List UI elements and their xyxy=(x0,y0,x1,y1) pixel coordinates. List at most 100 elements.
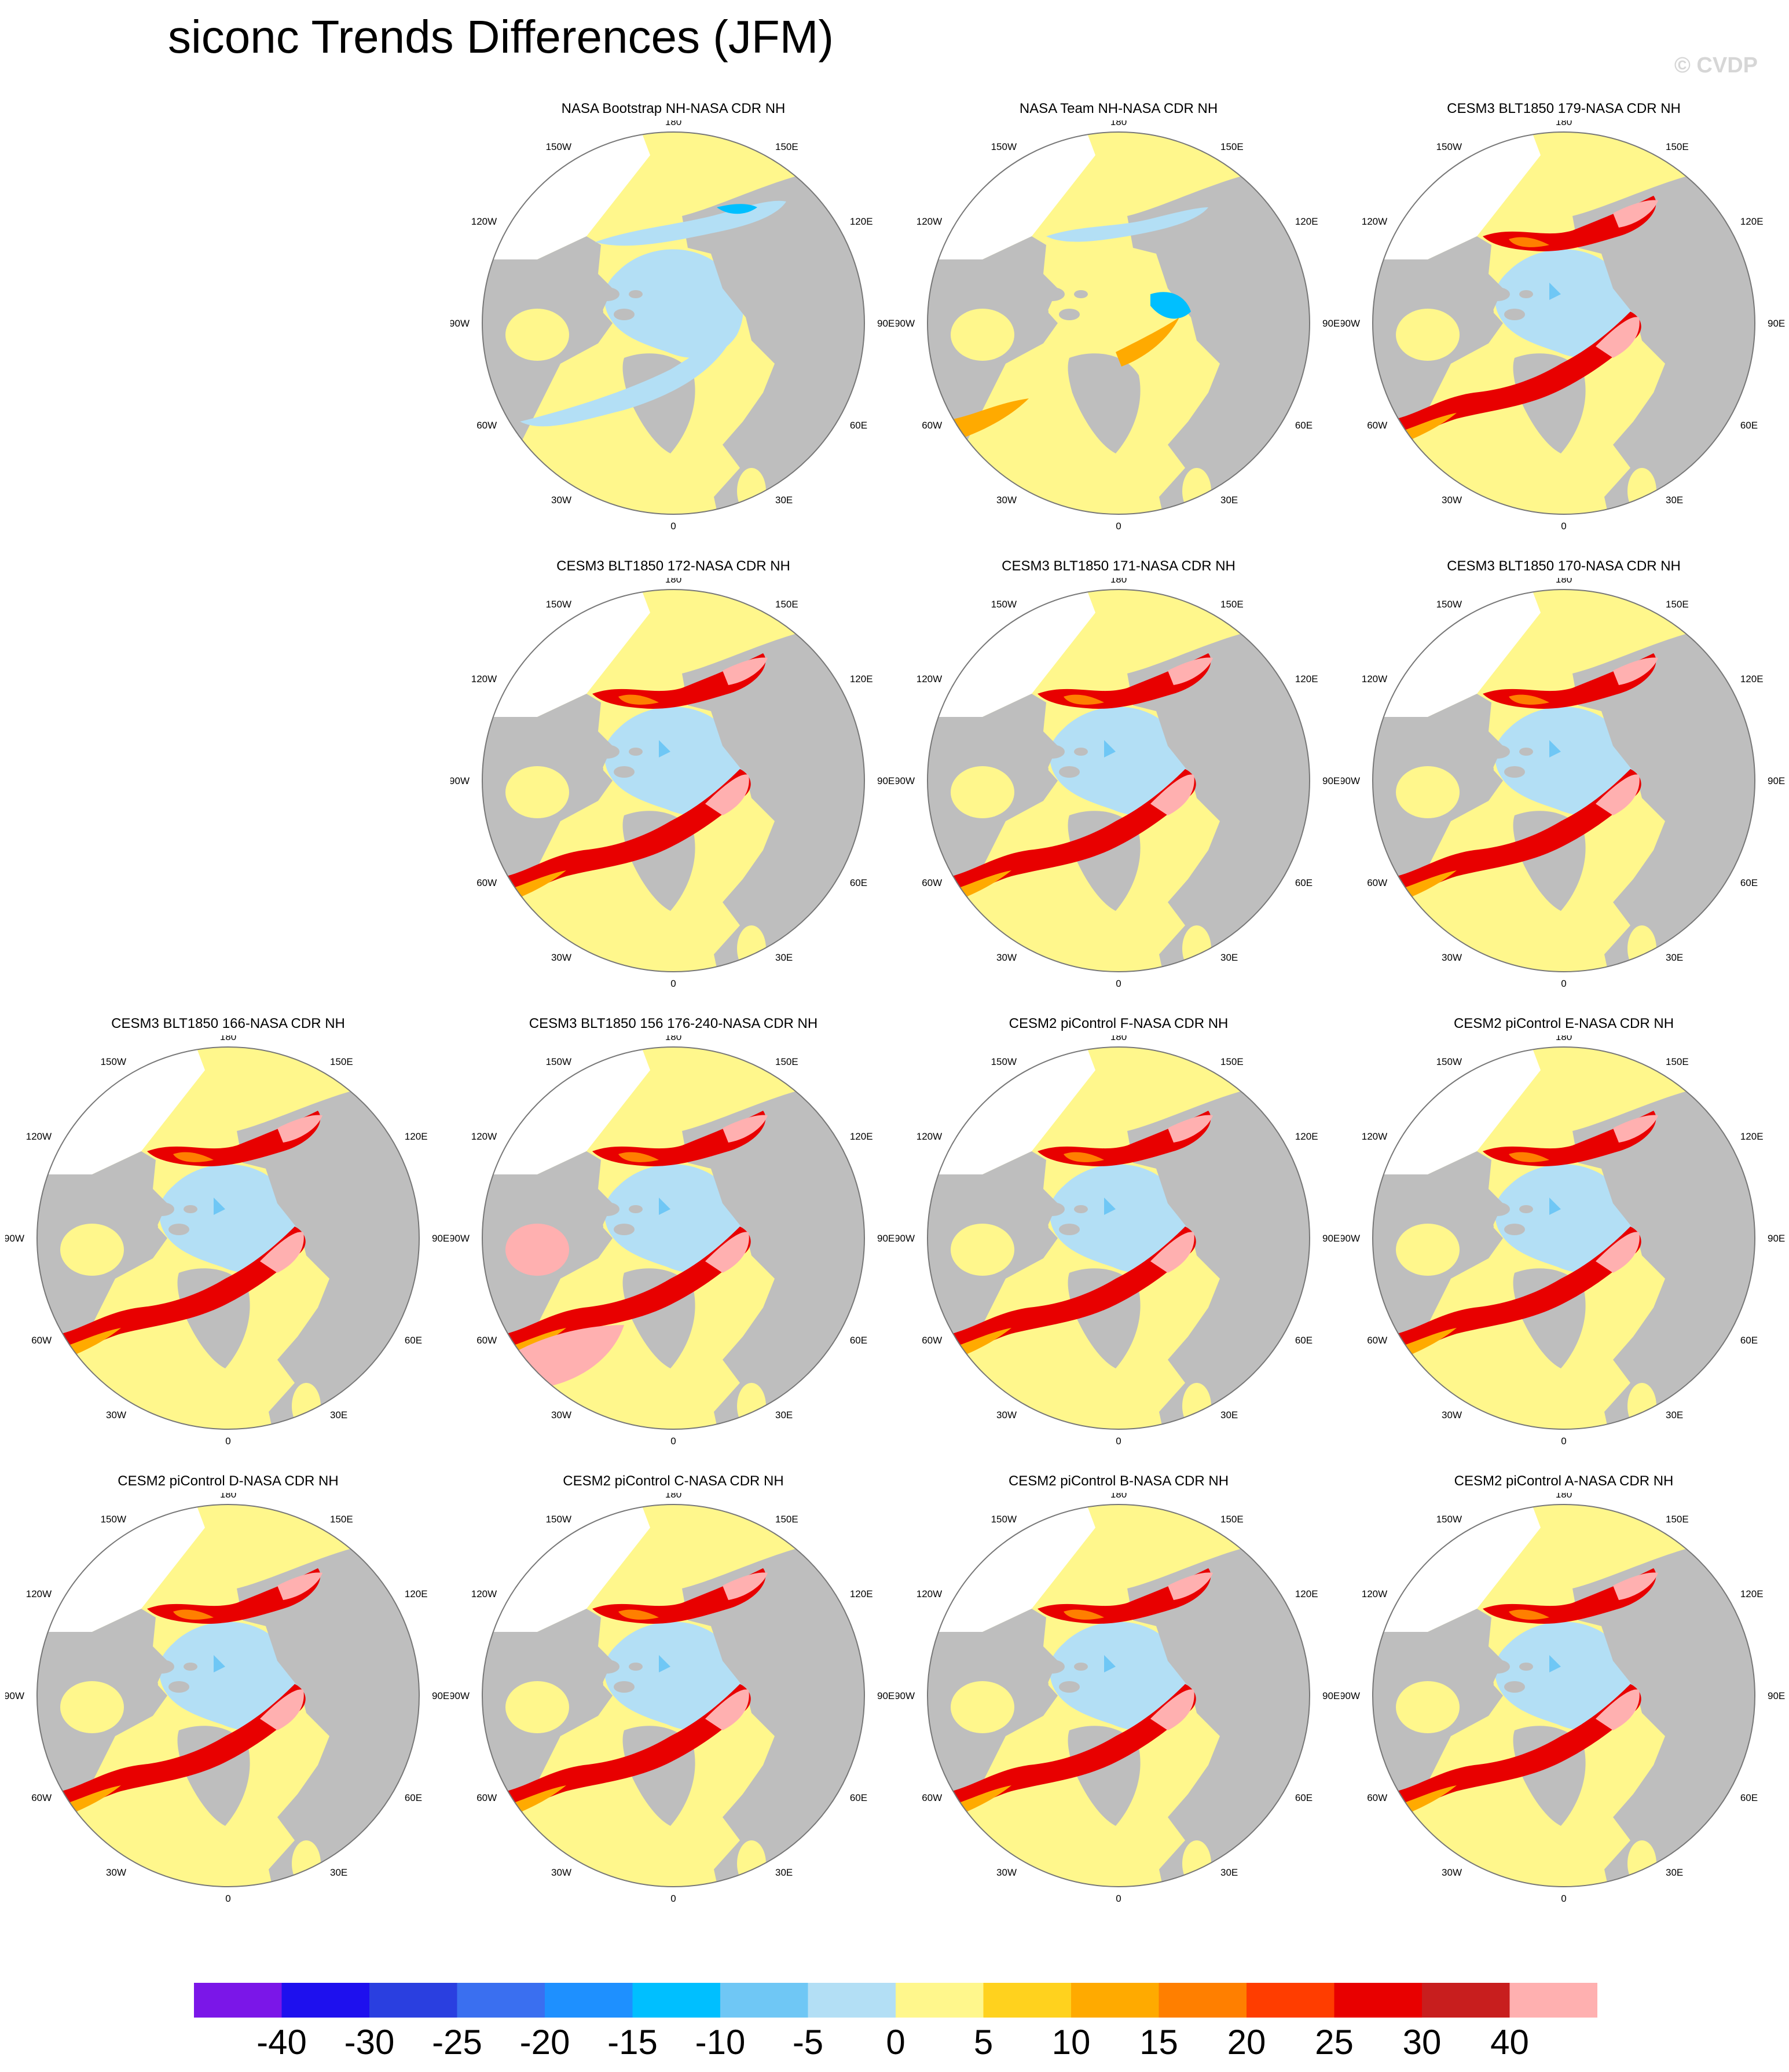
hudson-bay xyxy=(951,309,1014,361)
lon-label-120E: 120E xyxy=(850,1131,873,1142)
lon-label-60E: 60E xyxy=(850,420,867,431)
atlantic-trend-band xyxy=(485,1684,751,1823)
lon-label-60W: 60W xyxy=(476,1792,497,1803)
arctic-basin xyxy=(1049,706,1189,815)
lon-label-30W: 30W xyxy=(1442,952,1462,963)
colorbar-swatch xyxy=(1159,1983,1247,2018)
lon-label-60E: 60E xyxy=(1740,420,1758,431)
lon-label-90E: 90E xyxy=(877,1690,894,1701)
panel-title: CESM3 BLT1850 172-NASA CDR NH xyxy=(556,558,790,574)
lon-label-90E: 90E xyxy=(1768,318,1785,329)
lon-label-120E: 120E xyxy=(850,1588,873,1599)
polar-map: 180 0 150W 150E 120W 120E 90W 90E 60W 60E 30W 30E xyxy=(896,1035,1340,1447)
lon-label-120W: 120W xyxy=(471,1131,497,1142)
colorbar-tick-label: -30 xyxy=(344,2023,395,2062)
lon-label-120W: 120W xyxy=(917,1131,942,1142)
panel-title: NASA Team NH-NASA CDR NH xyxy=(1019,101,1218,116)
hudson-bay xyxy=(951,1681,1014,1733)
lon-label-90E: 90E xyxy=(1768,775,1785,786)
colorbar-swatch xyxy=(720,1983,808,2018)
map-border xyxy=(1372,1504,1755,1887)
map-field xyxy=(1373,132,1755,514)
lon-label-30E: 30E xyxy=(775,495,793,506)
lon-label-60E: 60E xyxy=(1740,877,1758,888)
lon-label-150W: 150W xyxy=(991,1056,1017,1067)
map-border xyxy=(927,1046,1310,1430)
map-field xyxy=(1373,1504,1755,1887)
lon-label-60E: 60E xyxy=(850,1335,867,1346)
lon-label-30E: 30E xyxy=(1220,952,1238,963)
pacific-trend-band xyxy=(147,1111,321,1166)
lon-label-150E: 150E xyxy=(775,141,798,152)
lon-label-120W: 120W xyxy=(471,1588,497,1599)
hudson-bay xyxy=(505,1224,569,1276)
colorbar-tick-label: -40 xyxy=(256,2023,307,2062)
pacific-trend-band xyxy=(1483,196,1656,251)
lon-label-180: 180 xyxy=(1556,578,1572,585)
atlantic-trend-band xyxy=(40,1227,306,1366)
lon-label-0: 0 xyxy=(670,1436,676,1447)
colorbar-swatch xyxy=(1247,1983,1335,2018)
lon-label-0: 0 xyxy=(1116,978,1121,989)
polar-map: 180 0 150W 150E 120W 120E 90W 90E 60W 60E 30W 30E xyxy=(450,120,894,532)
lon-label-180: 180 xyxy=(1110,1035,1127,1042)
map-field xyxy=(1373,1047,1755,1429)
panel-title: CESM3 BLT1850 166-NASA CDR NH xyxy=(111,1016,345,1031)
map-border xyxy=(1372,131,1755,515)
polar-map: 180 0 150W 150E 120W 120E 90W 90E 60W 60E 30W 30E xyxy=(1341,1035,1785,1447)
lon-label-30E: 30E xyxy=(1220,495,1238,506)
map-field xyxy=(928,590,1310,972)
colorbar-swatch xyxy=(194,1983,282,2018)
panel-title: CESM2 piControl F-NASA CDR NH xyxy=(1009,1016,1229,1031)
lon-label-150E: 150E xyxy=(775,599,798,610)
arctic-basin xyxy=(1494,249,1634,358)
lon-label-90E: 90E xyxy=(1322,1690,1340,1701)
lon-label-60W: 60W xyxy=(1367,420,1387,431)
colorbar-swatch xyxy=(457,1983,545,2018)
lon-label-60W: 60W xyxy=(31,1335,52,1346)
map-field xyxy=(482,132,864,514)
pacific-trend-band xyxy=(592,653,766,709)
colorbar-swatch xyxy=(369,1983,457,2018)
lon-label-0: 0 xyxy=(1561,1893,1566,1904)
pacific-trend-band xyxy=(147,1568,321,1624)
polar-map: 180 0 150W 150E 120W 120E 90W 90E 60W 60E 30W 30E xyxy=(450,578,894,989)
lon-label-60E: 60E xyxy=(1295,1792,1313,1803)
pacific-trend-band xyxy=(592,1111,766,1166)
lon-label-30W: 30W xyxy=(1442,1410,1462,1421)
lon-label-120W: 120W xyxy=(917,216,942,227)
polar-map: 180 0 150W 150E 120W 120E 90W 90E 60W 60E 30W 30E xyxy=(1341,578,1785,989)
lon-label-120W: 120W xyxy=(26,1588,52,1599)
lon-label-90E: 90E xyxy=(1322,318,1340,329)
panel-title: CESM2 piControl A-NASA CDR NH xyxy=(1454,1473,1674,1489)
colorbar-tick-label: 15 xyxy=(1139,2023,1178,2062)
lon-label-0: 0 xyxy=(1561,978,1566,989)
lon-label-30W: 30W xyxy=(1442,495,1462,506)
lon-label-90E: 90E xyxy=(877,775,894,786)
lon-label-150E: 150E xyxy=(775,1514,798,1525)
lon-label-90W: 90W xyxy=(450,1690,470,1701)
lon-label-30E: 30E xyxy=(775,1410,793,1421)
lon-label-120E: 120E xyxy=(1740,1131,1764,1142)
pacific-trend-band xyxy=(1483,653,1656,709)
colorbar-tick-label: 10 xyxy=(1051,2023,1091,2062)
arctic-basin xyxy=(1494,1164,1634,1273)
lon-label-60E: 60E xyxy=(1740,1335,1758,1346)
colorbar-tick-label: -10 xyxy=(695,2023,746,2062)
lon-label-180: 180 xyxy=(665,120,681,127)
polar-map: 180 0 150W 150E 120W 120E 90W 90E 60W 60E 30W 30E xyxy=(5,1035,449,1447)
lon-label-150W: 150W xyxy=(101,1056,126,1067)
arctic-basin xyxy=(604,1164,743,1273)
map-panel: CESM3 BLT1850 170-NASA CDR NH 180 0 150W 150… xyxy=(1341,558,1787,1016)
map-border xyxy=(482,1046,865,1430)
lon-label-60E: 60E xyxy=(1295,1335,1313,1346)
polar-map: 180 0 150W 150E 120W 120E 90W 90E 60W 60E 30W 30E xyxy=(896,120,1340,532)
arctic-basin xyxy=(1049,1164,1189,1273)
lon-label-120E: 120E xyxy=(1295,1131,1318,1142)
lon-label-180: 180 xyxy=(665,1493,681,1500)
lon-label-120W: 120W xyxy=(1362,673,1387,684)
arctic-basin xyxy=(1049,249,1189,358)
lon-label-90E: 90E xyxy=(432,1690,449,1701)
lon-label-150W: 150W xyxy=(1436,599,1462,610)
map-field xyxy=(928,1047,1310,1429)
